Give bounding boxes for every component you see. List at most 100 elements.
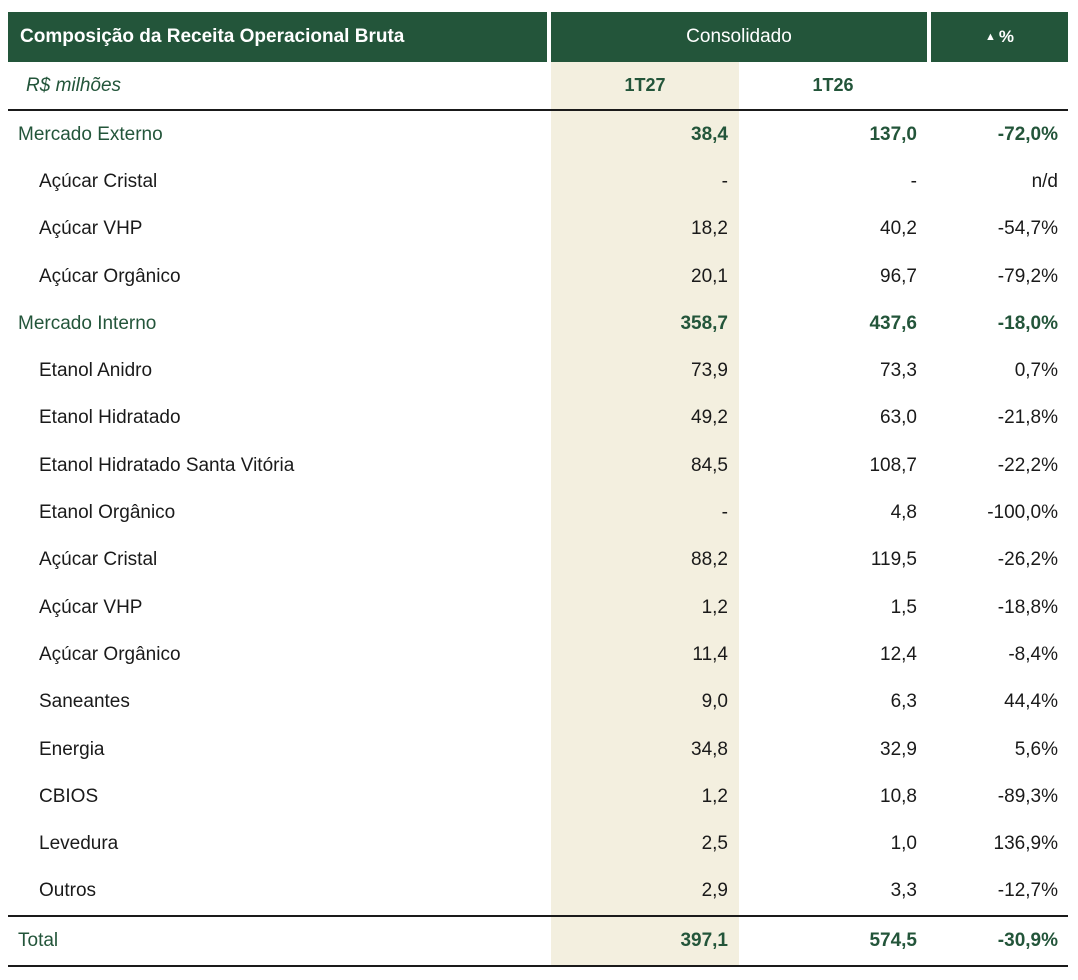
- value-1t27: 2,9: [701, 880, 728, 902]
- value-1t27: 88,2: [691, 549, 728, 571]
- value-1t27: -: [721, 170, 728, 192]
- value-1t26: -: [910, 170, 917, 192]
- consolidado-header: Consolidado: [551, 12, 927, 62]
- row-label: Etanol Orgânico: [39, 502, 176, 524]
- table-row: Açúcar VHP 1,2 1,5 -18,8%: [8, 583, 1068, 632]
- value-delta: n/d: [1031, 170, 1058, 192]
- value-1t27: 20,1: [691, 265, 728, 287]
- row-label: Energia: [39, 738, 105, 760]
- row-label: Açúcar Orgânico: [39, 265, 181, 287]
- value-delta: -72,0%: [997, 123, 1058, 145]
- table-row: Saneantes 9,0 6,3 44,4%: [8, 678, 1068, 726]
- row-label: Etanol Anidro: [39, 360, 153, 382]
- row-label: Mercado Interno: [18, 312, 157, 334]
- period-1t27-header: 1T27: [624, 75, 666, 95]
- value-1t27: 1,2: [701, 785, 728, 807]
- value-1t26: 10,8: [880, 785, 917, 807]
- table-row: Açúcar VHP 18,2 40,2 -54,7%: [8, 205, 1068, 253]
- table-row: Etanol Anidro 73,9 73,3 0,7%: [8, 347, 1068, 395]
- highlight-column: [551, 62, 739, 109]
- value-delta: -100,0%: [987, 502, 1058, 524]
- value-delta: -54,7%: [997, 218, 1058, 240]
- table-title: Composição da Receita Operacional Bruta: [8, 12, 547, 62]
- value-1t26: 63,0: [880, 407, 917, 429]
- value-1t27: 9,0: [701, 691, 728, 713]
- value-1t27: 11,4: [692, 643, 728, 665]
- row-label: Açúcar Cristal: [39, 170, 158, 192]
- table-row: Açúcar Cristal 88,2 119,5 -26,2%: [8, 536, 1068, 584]
- row-label: Etanol Hidratado Santa Vitória: [39, 454, 295, 476]
- value-1t26: 3,3: [890, 880, 917, 902]
- table-row: Açúcar Orgânico 20,1 96,7 -79,2%: [8, 252, 1068, 301]
- table-row: Açúcar Orgânico 11,4 12,4 -8,4%: [8, 631, 1068, 679]
- row-label: Saneantes: [39, 691, 130, 713]
- value-1t26: 1,0: [890, 833, 917, 855]
- table-row: Açúcar Cristal - - n/d: [8, 158, 1068, 206]
- table-row: CBIOS 1,2 10,8 -89,3%: [8, 773, 1068, 821]
- value-1t26: 32,9: [880, 738, 917, 760]
- value-1t26: 108,7: [869, 454, 917, 476]
- table-row: Levedura 2,5 1,0 136,9%: [8, 820, 1068, 868]
- value-1t27: -: [721, 502, 728, 524]
- value-1t26: 119,5: [870, 549, 917, 571]
- table-row: Etanol Orgânico - 4,8 -100,0%: [8, 489, 1068, 537]
- value-1t27: 84,5: [691, 454, 728, 476]
- value-1t27: 358,7: [680, 312, 728, 334]
- row-label: Etanol Hidratado: [39, 407, 181, 429]
- revenue-table: Composição da Receita Operacional Bruta …: [8, 12, 1068, 968]
- value-1t26: 40,2: [880, 218, 917, 240]
- value-1t27: 1,2: [701, 596, 728, 618]
- value-delta: 44,4%: [1004, 691, 1058, 713]
- period-1t26-header: 1T26: [812, 75, 854, 95]
- value-1t26: 1,5: [890, 596, 917, 618]
- row-label: Outros: [39, 880, 97, 902]
- total-label: Total: [18, 930, 59, 952]
- value-1t26: 4,8: [890, 502, 917, 524]
- unit-label: R$ milhões: [26, 74, 122, 96]
- value-1t27: 73,9: [691, 360, 728, 382]
- row-label: Levedura: [39, 833, 119, 855]
- value-delta: -26,2%: [997, 549, 1058, 571]
- delta-icon: ▲: [984, 31, 996, 43]
- value-delta: 0,7%: [1014, 360, 1058, 382]
- table-subheader: R$ milhões 1T27 1T26: [8, 62, 1068, 111]
- value-1t26: 73,3: [880, 360, 917, 382]
- value-delta: -21,8%: [997, 407, 1058, 429]
- value-1t26: 96,7: [880, 265, 917, 287]
- value-1t27: 38,4: [691, 123, 728, 145]
- value-1t27: 34,8: [691, 738, 728, 760]
- table-row: Etanol Hidratado 49,2 63,0 -21,8%: [8, 394, 1068, 443]
- table-header: Composição da Receita Operacional Bruta …: [8, 12, 1068, 62]
- row-label: CBIOS: [39, 785, 99, 807]
- table-body: Mercado Externo 38,4 137,0 -72,0% Açúcar…: [8, 111, 1068, 916]
- value-delta: -18,8%: [997, 596, 1058, 618]
- value-delta: -79,2%: [997, 265, 1058, 287]
- row-label: Açúcar Orgânico: [39, 643, 181, 665]
- table-row: Outros 2,9 3,3 -12,7%: [8, 867, 1068, 916]
- total-1t26: 574,5: [869, 930, 917, 952]
- value-delta: -18,0%: [997, 312, 1058, 334]
- total-row: Total 397,1 574,5 -30,9%: [8, 915, 1068, 968]
- value-1t26: 6,3: [890, 691, 917, 713]
- value-delta: 5,6%: [1014, 738, 1058, 760]
- row-label: Mercado Externo: [18, 123, 163, 145]
- value-1t27: 2,5: [701, 833, 728, 855]
- total-1t27: 397,1: [680, 930, 728, 952]
- total-delta: -30,9%: [997, 930, 1058, 952]
- table-row: Mercado Externo 38,4 137,0 -72,0%: [8, 111, 1068, 159]
- value-1t26: 437,6: [869, 312, 917, 334]
- value-1t26: 137,0: [869, 123, 917, 145]
- value-delta: -8,4%: [1008, 643, 1058, 665]
- value-delta: -89,3%: [997, 785, 1058, 807]
- value-delta: -22,2%: [997, 454, 1058, 476]
- value-1t26: 12,4: [880, 643, 917, 665]
- delta-header: ▲ %: [931, 12, 1068, 62]
- value-delta: 136,9%: [993, 833, 1058, 855]
- value-1t27: 18,2: [691, 218, 728, 240]
- value-delta: -12,7%: [997, 880, 1058, 902]
- table-row: Energia 34,8 32,9 5,6%: [8, 725, 1068, 774]
- delta-header-label: %: [998, 27, 1014, 46]
- table-row: Etanol Hidratado Santa Vitória 84,5 108,…: [8, 442, 1068, 490]
- value-1t27: 49,2: [691, 407, 728, 429]
- row-label: Açúcar VHP: [39, 596, 143, 618]
